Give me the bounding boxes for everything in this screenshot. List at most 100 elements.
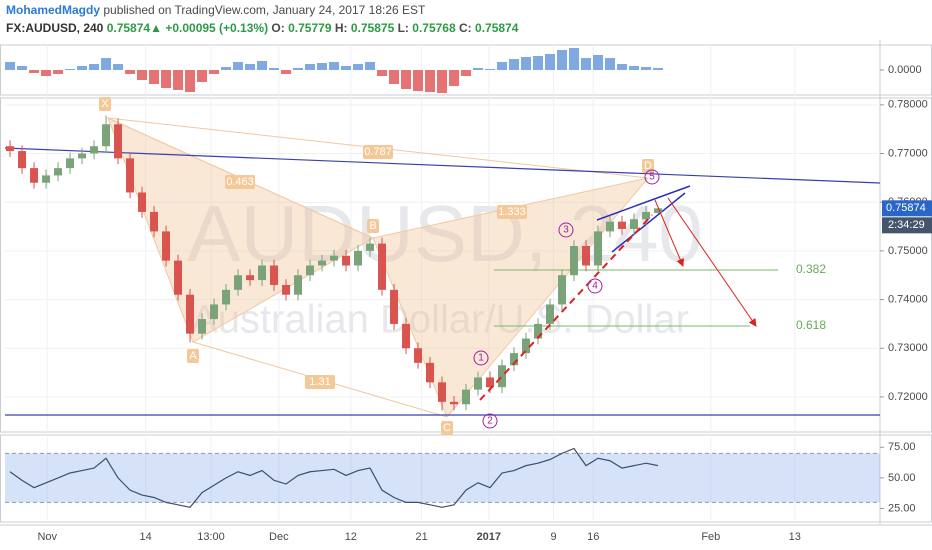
- c-value: 0.75874: [475, 21, 519, 35]
- candle-body: [342, 255, 351, 266]
- macd-bar: [413, 70, 424, 91]
- candle-body: [54, 168, 63, 176]
- candle-body: [546, 304, 555, 324]
- annotation-tag: [441, 421, 453, 435]
- macd-bar: [161, 70, 172, 88]
- macd-bar: [641, 67, 652, 70]
- x-tick-label: 14: [140, 531, 152, 543]
- macd-bar: [257, 61, 268, 70]
- macd-bar: [377, 70, 388, 76]
- wave-circle: [558, 222, 574, 238]
- price-tag-text: 0.75874: [886, 202, 926, 214]
- o-value: 0.75779: [288, 21, 332, 35]
- candle-body: [42, 175, 51, 183]
- macd-bar: [125, 70, 136, 74]
- macd-bar: [149, 70, 160, 84]
- candle-body: [174, 260, 183, 295]
- x-tick-label: Nov: [37, 531, 57, 543]
- o-label: O:: [271, 21, 284, 35]
- candle-body: [534, 323, 543, 339]
- candle-body: [570, 246, 579, 276]
- rsi-line: [9, 447, 659, 508]
- candle-body: [438, 382, 447, 402]
- l-label: L:: [398, 21, 409, 35]
- candle-body: [306, 265, 315, 276]
- author[interactable]: MohamedMagdy: [6, 3, 100, 17]
- watermark: AUDUSD, 240: [187, 189, 703, 278]
- wave-label: 1: [478, 353, 484, 364]
- macd-bar: [269, 68, 280, 70]
- macd-bar: [449, 70, 460, 86]
- candle-body: [66, 158, 75, 169]
- target-arrow: [667, 197, 757, 327]
- candle-body: [330, 255, 339, 261]
- annotation-tag: [187, 349, 199, 363]
- macd-bar: [245, 64, 256, 70]
- macd-bar: [41, 70, 52, 76]
- candle-body: [390, 289, 399, 324]
- candle-body: [594, 231, 603, 266]
- macd-bar: [65, 69, 76, 70]
- macd-bar: [629, 66, 640, 70]
- macd-bar: [113, 64, 124, 70]
- candle-body: [162, 231, 171, 261]
- wedge-line: [596, 185, 691, 221]
- wedge-line: [611, 192, 686, 253]
- y-tick-label: 0.78000: [888, 99, 928, 111]
- macd-bar: [53, 70, 64, 74]
- last: 0.75874: [107, 21, 151, 35]
- annotation: 1.31: [309, 376, 330, 388]
- wave-label: 2: [487, 416, 493, 427]
- candle-body: [426, 362, 435, 383]
- macd-bar: [473, 68, 484, 70]
- candle-body: [378, 243, 387, 290]
- wave-label: 3: [563, 225, 569, 236]
- x-tick-label: 13: [789, 531, 801, 543]
- macd-bar: [293, 68, 304, 70]
- macd-bar: [281, 70, 292, 74]
- x-tick-label: 12: [345, 531, 357, 543]
- candle-body: [402, 323, 411, 349]
- wave-circle: [473, 350, 489, 366]
- x-tick-label: 2017: [477, 531, 501, 543]
- trend-line: [4, 147, 881, 184]
- x-tick-label: 21: [415, 531, 427, 543]
- macd-bar: [137, 70, 148, 80]
- candle-body: [630, 219, 639, 229]
- timer-tag: [882, 217, 932, 234]
- candle-body: [642, 211, 651, 220]
- candle-body: [558, 275, 567, 305]
- candle-body: [294, 275, 303, 295]
- candle-body: [318, 260, 327, 266]
- panes: Nov 14 13:00 Dec 12 21 2017 9 16 Feb 130.780000.77…: [0, 40, 932, 543]
- annotation: 0.463: [226, 176, 254, 188]
- fib-label: 0.618: [796, 318, 826, 332]
- macd-bar: [341, 66, 352, 70]
- y-tick-label: 50.00: [888, 472, 916, 484]
- candle-body: [414, 348, 423, 363]
- macd-bar: [185, 70, 196, 92]
- y-tick-label: 0.77000: [888, 147, 928, 159]
- published: published on TradingView.com, January 24…: [103, 3, 426, 17]
- macd-bar: [365, 62, 376, 70]
- watermark-subtitle: Australian Dollar/U.S. Dollar: [191, 298, 689, 342]
- annotation: 0.787: [364, 146, 392, 158]
- candle-body: [210, 304, 219, 320]
- annotation: A: [189, 350, 197, 362]
- macd-bar: [593, 55, 604, 70]
- candle-body: [126, 158, 135, 193]
- annotation: B: [369, 220, 376, 232]
- candle-body: [78, 153, 87, 159]
- candle-body: [510, 353, 519, 366]
- y-tick-label: 75.00: [888, 441, 916, 453]
- candle-body: [114, 124, 123, 159]
- symbol: FX:AUDUSD, 240: [6, 21, 104, 35]
- candle-body: [522, 338, 531, 354]
- macd-bar: [545, 54, 556, 70]
- c-label: C:: [459, 21, 472, 35]
- candle-body: [222, 289, 231, 305]
- annotation: X: [101, 98, 109, 110]
- candle-body: [198, 319, 207, 334]
- candle-body: [474, 377, 483, 390]
